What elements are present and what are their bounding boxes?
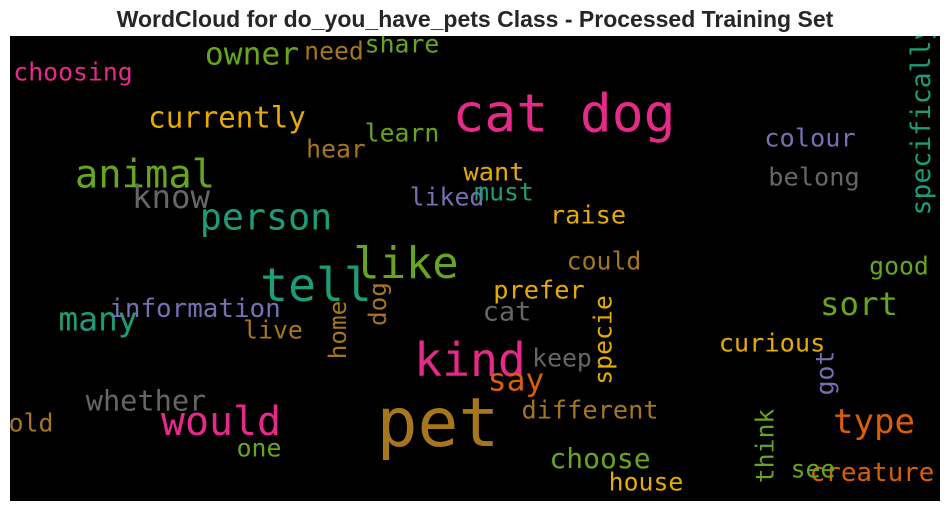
- word-colour: colour: [764, 123, 856, 153]
- word-like: like: [353, 238, 459, 290]
- chart-title: WordCloud for do_you_have_pets Class - P…: [116, 6, 834, 32]
- word-different: different: [521, 395, 659, 425]
- word-curious: curious: [718, 328, 826, 358]
- word-specie: specie: [588, 295, 618, 385]
- word-animal: animal: [74, 152, 216, 198]
- word-learn: learn: [364, 118, 440, 148]
- word-good: good: [869, 251, 929, 281]
- word-kind: kind: [414, 332, 526, 387]
- word-currently: currently: [148, 100, 306, 135]
- word-want: want: [463, 157, 525, 187]
- word-person: person: [199, 195, 333, 239]
- word-got: got: [810, 350, 840, 396]
- word-pet: pet: [376, 384, 500, 463]
- word-creature: creature: [809, 458, 935, 489]
- word-cat-dog: cat dog: [452, 83, 676, 145]
- word-keep: keep: [532, 343, 592, 373]
- word-live: live: [243, 315, 303, 345]
- word-could: could: [566, 246, 642, 276]
- word-would: would: [160, 399, 282, 446]
- word-sort: sort: [819, 284, 899, 323]
- word-prefer: prefer: [493, 275, 585, 305]
- word-whether: whether: [85, 383, 207, 418]
- word-raise: raise: [549, 200, 627, 230]
- word-specifically: specifically: [905, 36, 937, 216]
- word-choose: choose: [549, 442, 651, 475]
- word-say: say: [487, 362, 545, 399]
- word-dog: dog: [362, 282, 392, 326]
- word-hear: hear: [306, 134, 366, 164]
- word-share: share: [364, 36, 440, 59]
- word-type: type: [833, 402, 915, 442]
- word-belong: belong: [768, 162, 860, 192]
- word-information: information: [109, 294, 281, 325]
- word-one: one: [236, 433, 282, 463]
- word-many: many: [58, 299, 138, 339]
- word-owner: owner: [204, 36, 300, 73]
- word-cat: cat: [482, 296, 532, 328]
- word-house: house: [608, 467, 684, 497]
- word-must: must: [474, 177, 534, 207]
- word-think: think: [750, 408, 780, 484]
- word-know: know: [131, 177, 211, 216]
- word-old: old: [10, 408, 54, 438]
- word-choosing: choosing: [13, 57, 133, 87]
- word-need: need: [304, 36, 364, 66]
- wordcloud-panel: pet cat dog kind tell like would animal person t…: [10, 36, 940, 501]
- word-home: home: [322, 300, 352, 360]
- word-tell: tell: [260, 257, 372, 312]
- word-liked: liked: [409, 182, 485, 212]
- word-see: see: [790, 454, 836, 484]
